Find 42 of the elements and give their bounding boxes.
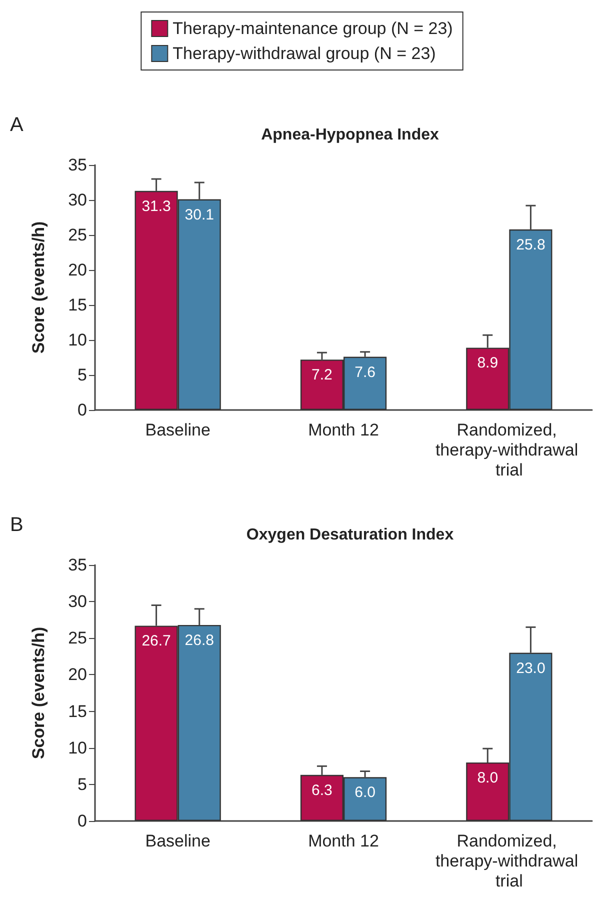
data-label: 6.3 xyxy=(312,782,332,799)
data-label: 30.1 xyxy=(184,206,214,224)
text: B xyxy=(10,514,24,536)
data-label: 7.6 xyxy=(354,364,376,381)
x-tick-label: Month 12 xyxy=(308,420,379,440)
data-label: 8.0 xyxy=(477,769,498,786)
data-label: 23.0 xyxy=(516,660,546,677)
y-tick-label: 25 xyxy=(68,226,87,244)
data-label: 7.2 xyxy=(312,366,332,384)
y-tick-label: 35 xyxy=(68,556,87,574)
y-axis-title: Score (events/h) xyxy=(29,221,48,354)
y-axis-title: Score (events/h) xyxy=(29,626,48,760)
y-tick-label: 20 xyxy=(68,665,87,684)
y-tick-label: 15 xyxy=(68,296,87,314)
legend-label: Therapy-withdrawal group (N = 23) xyxy=(172,44,436,63)
x-tick-label: Randomized, therapy-withdrawal trial xyxy=(435,420,583,480)
x-tick-label: Month 12 xyxy=(308,832,379,850)
text: A xyxy=(10,114,24,136)
data-label: 25.8 xyxy=(516,236,546,254)
data-label: 26.7 xyxy=(142,632,171,650)
data-label: 6.0 xyxy=(354,784,376,802)
x-tick-label: Baseline xyxy=(145,420,210,440)
legend-label: Therapy-maintenance group (N = 23) xyxy=(172,19,453,38)
data-label: 31.3 xyxy=(142,198,171,215)
y-tick-label: 0 xyxy=(78,400,87,420)
chart-title: Apnea-Hypopnea Index xyxy=(261,126,439,144)
y-tick-label: 10 xyxy=(68,738,87,758)
y-tick-label: 30 xyxy=(68,190,87,210)
x-tick-label: Randomized, therapy-withdrawal trial xyxy=(435,832,583,890)
y-tick-label: 35 xyxy=(68,156,87,174)
y-tick-label: 30 xyxy=(68,592,87,612)
y-tick-label: 5 xyxy=(78,366,87,384)
data-label: 26.8 xyxy=(184,632,214,649)
y-tick-label: 5 xyxy=(78,774,87,794)
data-label: 8.9 xyxy=(477,354,498,372)
y-tick-label: 25 xyxy=(68,628,87,648)
y-tick-label: 15 xyxy=(68,702,87,721)
chart-title: Oxygen Desaturation Index xyxy=(246,526,454,544)
y-tick-label: 20 xyxy=(68,260,87,280)
x-tick-label: Baseline xyxy=(145,832,210,850)
y-tick-label: 10 xyxy=(68,330,87,350)
y-tick-label: 0 xyxy=(78,812,87,830)
